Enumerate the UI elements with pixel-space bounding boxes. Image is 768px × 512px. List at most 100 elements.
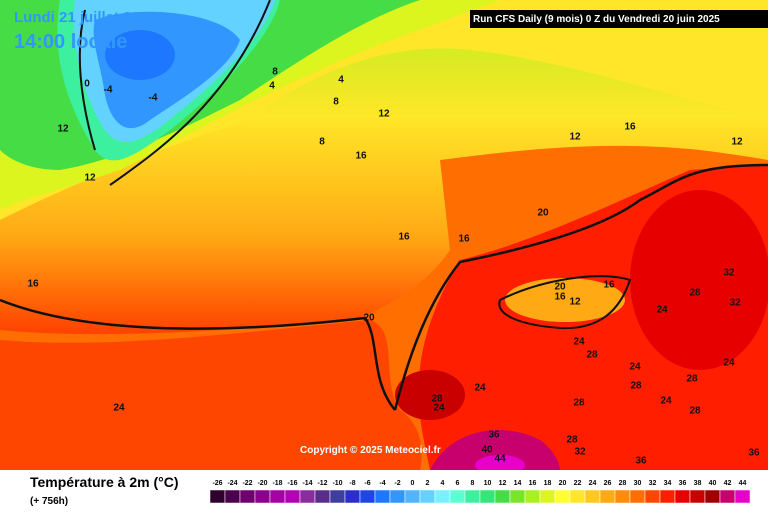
scale-tick-label: 6: [456, 480, 460, 487]
legend-lead: (+ 756h): [30, 496, 68, 507]
scale-swatch: [374, 489, 391, 504]
scale-tick-label: 28: [619, 480, 627, 487]
scale-swatch: [704, 489, 721, 504]
scale-tick-label: -6: [364, 480, 370, 487]
contour-label: 12: [57, 124, 69, 135]
contour-label: 28: [573, 398, 585, 409]
scale-tick-label: 8: [471, 480, 475, 487]
scale-swatch: [404, 489, 421, 504]
scale-tick-label: 18: [544, 480, 552, 487]
copyright: Copyright © 2025 Meteociel.fr: [300, 445, 441, 456]
contour-label: 8: [319, 137, 325, 148]
scale-swatch: [224, 489, 241, 504]
scale-tick-label: 22: [574, 480, 582, 487]
scale-swatch: [434, 489, 451, 504]
scale-tick-label: -20: [257, 480, 267, 487]
contour-label: 24: [113, 403, 125, 414]
contour-label: 8: [333, 97, 339, 108]
contour-label: 20: [554, 282, 566, 293]
contour-label: 36: [635, 456, 647, 467]
contour-label: 24: [573, 337, 585, 348]
contour-label: -4: [104, 85, 113, 96]
scale-tick-label: -24: [227, 480, 237, 487]
scale-swatch: [254, 489, 271, 504]
contour-label: 28: [586, 350, 598, 361]
contour-label: 16: [554, 292, 566, 303]
scale-swatch: [494, 489, 511, 504]
scale-tick-label: 44: [739, 480, 747, 487]
scale-swatch: [449, 489, 466, 504]
scale-swatch: [299, 489, 316, 504]
legend-title: Température à 2m (°C): [30, 474, 179, 490]
scale-swatch: [359, 489, 376, 504]
scale-tick-label: 24: [589, 480, 597, 487]
scale-swatch: [644, 489, 661, 504]
scale-swatch: [344, 489, 361, 504]
scale-tick-label: 32: [649, 480, 657, 487]
scale-swatch: [509, 489, 526, 504]
scale-tick-label: -2: [394, 480, 400, 487]
scale-tick-label: 14: [514, 480, 522, 487]
scale-swatch: [554, 489, 571, 504]
scale-swatch: [239, 489, 256, 504]
contour-label: 24: [723, 358, 735, 369]
contour-label: 28: [566, 435, 578, 446]
scale-swatch: [584, 489, 601, 504]
scale-tick-label: 34: [664, 480, 672, 487]
scale-tick-label: 26: [604, 480, 612, 487]
scale-tick-label: 4: [441, 480, 445, 487]
scale-swatch: [614, 489, 631, 504]
scale-swatch: [389, 489, 406, 504]
scale-swatch: [689, 489, 706, 504]
contour-label: 16: [398, 232, 410, 243]
contour-label: 24: [474, 383, 486, 394]
scale-swatch: [464, 489, 481, 504]
scale-swatch: [284, 489, 301, 504]
scale-swatch: [629, 489, 646, 504]
scale-tick-label: 12: [499, 480, 507, 487]
contour-label: 28: [689, 406, 701, 417]
scale-tick-label: 16: [529, 480, 537, 487]
contour-label: 12: [731, 137, 743, 148]
date-label: Lundi 21 juillet 2025: [14, 9, 157, 26]
scale-swatch: [269, 489, 286, 504]
scale-tick-label: 10: [484, 480, 492, 487]
contour-label: 12: [569, 297, 581, 308]
contour-label: 4: [269, 81, 275, 92]
contour-label: 24: [433, 403, 445, 414]
contour-label: 8: [272, 67, 278, 78]
contour-label: -4: [149, 93, 158, 104]
scale-tick-label: 36: [679, 480, 687, 487]
scale-swatch: [524, 489, 541, 504]
scale-swatch: [599, 489, 616, 504]
scale-swatch: [209, 489, 226, 504]
contour-label: 36: [488, 430, 500, 441]
scale-swatch: [419, 489, 436, 504]
scale-tick-label: -8: [349, 480, 355, 487]
color-scale: -26 -24 -22 -20 -18 -16 -14 -12 -10 -8 -6 -4 -2 0 2 4 6 8…: [209, 480, 751, 504]
scale-tick-label: -10: [332, 480, 342, 487]
contour-label: 20: [363, 313, 375, 324]
contour-label: 32: [723, 268, 735, 279]
scale-tick-label: 42: [724, 480, 732, 487]
contour-label: 16: [603, 280, 615, 291]
contour-label: 40: [481, 445, 493, 456]
scale-swatch: [719, 489, 736, 504]
scale-swatch: [479, 489, 496, 504]
contour-label: 24: [629, 362, 641, 373]
scale-tick-label: -16: [287, 480, 297, 487]
scale-tick-label: 38: [694, 480, 702, 487]
contour-label: 28: [630, 381, 642, 392]
scale-tick-label: 40: [709, 480, 717, 487]
scale-swatch: [734, 489, 751, 504]
scale-tick-label: -12: [317, 480, 327, 487]
scale-swatch: [539, 489, 556, 504]
contour-label: 36: [748, 448, 760, 459]
contour-label: 16: [355, 151, 367, 162]
time-label: 14:00 locale: [14, 31, 127, 53]
contour-label: 12: [378, 109, 390, 120]
contour-label: 0: [84, 79, 90, 90]
contour-label: 24: [660, 396, 672, 407]
